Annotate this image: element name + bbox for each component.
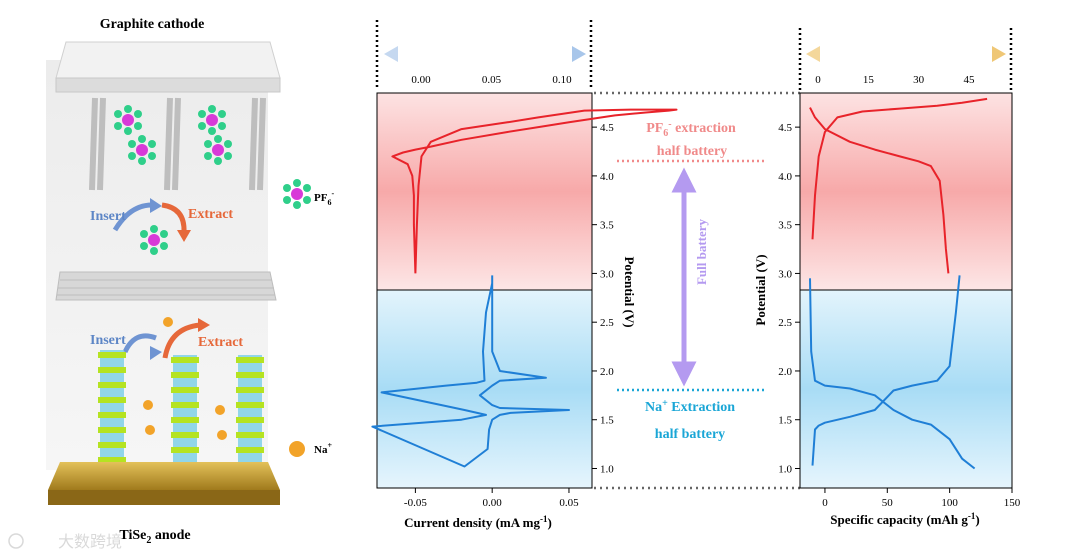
insert-arrow-bottom	[122, 333, 157, 354]
gcd-red-background	[800, 93, 1012, 290]
x-tick-label: -0.05	[404, 497, 427, 509]
extract-arrow-bottom	[162, 322, 201, 359]
anode-current-collector	[48, 462, 280, 505]
extract-label-bottom: Extract	[198, 335, 243, 350]
y-tick-label: 4.0	[778, 171, 792, 183]
x-tick-label: 50	[882, 497, 894, 509]
y-tick-label: 1.5	[600, 415, 614, 427]
graphite-layers	[89, 97, 266, 191]
na-legend-symbol	[289, 441, 305, 457]
x-top-tick-label: 0.00	[411, 74, 431, 86]
pf6-extraction-label: PF6- extraction	[646, 119, 736, 139]
middle-annotations	[594, 91, 800, 490]
cell-background	[46, 60, 268, 470]
y-tick-label: 3.5	[600, 220, 614, 232]
x-top-tick-label: 0.05	[482, 74, 502, 86]
watermark: 大数跨境	[8, 532, 122, 551]
anode-label: TiSe2 anode	[119, 528, 190, 546]
cathode-label: Graphite cathode	[100, 17, 205, 32]
watermark-logo-icon	[8, 533, 24, 549]
extract-arrowhead-bottom	[198, 318, 210, 332]
y-tick-label: 2.5	[778, 317, 792, 329]
series-line-1	[371, 275, 570, 468]
cv-red-background	[377, 93, 592, 290]
series-line-2	[811, 275, 961, 466]
extract-arrowhead-top	[177, 230, 191, 242]
gcd-x-axis-label: Specific capacity (mAh g-1)	[830, 511, 979, 527]
y-tick-label: 2.0	[600, 366, 614, 378]
na-legend-label: Na+	[314, 441, 332, 456]
separator-layer	[55, 271, 277, 301]
na-ion-moving	[163, 317, 173, 327]
y-tick-label: 1.0	[600, 463, 614, 475]
cv-chart: 0.00 0.05 0.10 1.0 1.5 2.0 2.5 3.0 3.5 4.0 4.5 -0…	[371, 20, 678, 509]
battery-illustration	[46, 41, 311, 505]
cv-x-axis-label: Current density (mA mg-1)	[404, 514, 552, 530]
y-tick-label: 4.5	[600, 122, 614, 134]
x-tick-label: 0.00	[483, 497, 503, 509]
extract-label-top: Extract	[188, 207, 233, 222]
y-tick-label: 2.5	[600, 317, 614, 329]
pf6-molecules	[114, 105, 232, 255]
pf6-half-battery-label: half battery	[657, 144, 727, 159]
insert-arrowhead-bottom	[150, 346, 162, 360]
y-tick-label: 3.0	[778, 268, 792, 280]
series-line-0	[391, 108, 678, 274]
y-tick-label: 3.0	[600, 268, 614, 280]
gcd-top-arrowhead-right	[992, 46, 1006, 62]
y-tick-label: 4.0	[600, 171, 614, 183]
cv-y-axis-label: Potential (V)	[622, 256, 637, 327]
pf6-legend-symbol	[283, 179, 311, 209]
na-half-battery-label: half battery	[655, 427, 725, 442]
x-tick-label: 150	[1004, 497, 1021, 509]
extract-arrow-top	[161, 202, 187, 233]
insert-arrow-top	[112, 202, 153, 232]
x-top-tick-label: 30	[913, 74, 925, 86]
gcd-y-axis-label: Potential (V)	[753, 254, 768, 325]
gcd-top-arrowhead-left	[806, 46, 820, 62]
insert-arrowhead-top	[150, 198, 162, 213]
x-top-tick-label: 0.10	[552, 74, 572, 86]
x-tick-label: 0	[822, 497, 828, 509]
y-tick-label: 2.0	[778, 366, 792, 378]
gcd-blue-background	[800, 290, 1012, 488]
series-line-1	[809, 107, 950, 274]
y-tick-label: 3.5	[778, 220, 792, 232]
na-extraction-label: Na+ Extraction	[645, 398, 735, 415]
pf6-legend-label: PF6-	[314, 189, 334, 207]
full-battery-label: Full battery	[694, 218, 709, 285]
y-tick-label: 1.5	[778, 415, 792, 427]
x-tick-label: 0.05	[559, 497, 579, 509]
graphite-cathode-slab	[55, 41, 281, 93]
y-tick-label: 4.5	[778, 122, 792, 134]
cv-top-arrowhead-right	[572, 46, 586, 62]
tise2-stacks	[98, 350, 264, 465]
y-tick-label: 1.0	[778, 463, 792, 475]
insert-label-bottom: Insert	[90, 333, 126, 348]
x-top-tick-label: 0	[815, 74, 821, 86]
series-line-3	[809, 278, 976, 470]
x-top-tick-label: 45	[964, 74, 976, 86]
watermark-text: 大数跨境	[58, 532, 122, 551]
cv-top-arrowhead-left	[384, 46, 398, 62]
series-line-0	[811, 97, 988, 240]
x-tick-label: 100	[941, 497, 958, 509]
x-top-tick-label: 15	[863, 74, 875, 86]
gcd-chart: 0 15 30 45 1.0 1.5 2.0 2.5 3.0 3.5 4.0 4.5 0 50 100 1…	[778, 28, 1021, 509]
insert-label-top: Insert	[90, 209, 126, 224]
